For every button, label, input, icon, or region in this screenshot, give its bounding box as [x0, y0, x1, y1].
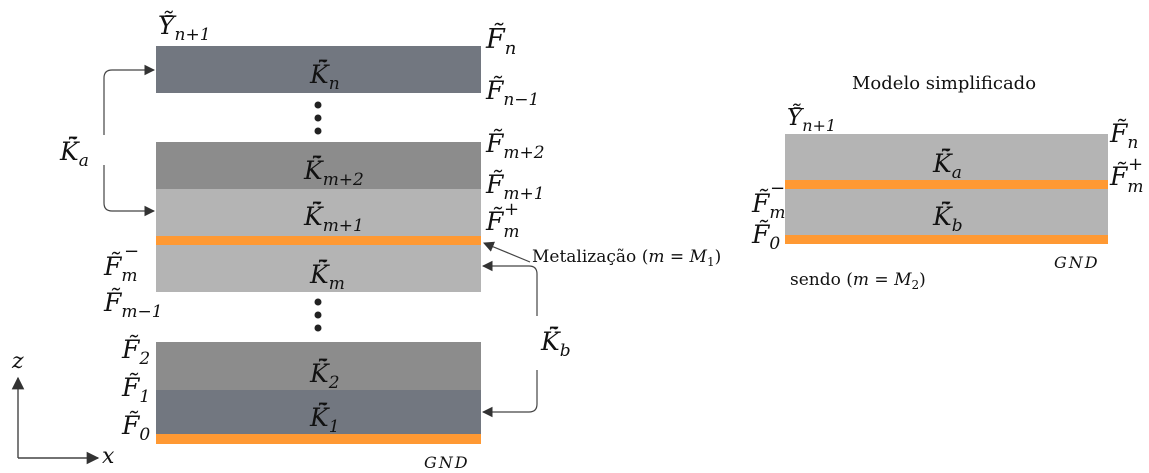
gnd-label-left: GND	[424, 453, 470, 472]
layer-m-plus-2	[156, 142, 481, 189]
layer-b	[785, 189, 1108, 235]
label-k-a: K̃̄a	[59, 137, 89, 171]
label-f-n-minus-1: F̃n−1	[485, 76, 539, 110]
label-f-0: F̃0	[121, 411, 150, 445]
kb-bracket-arrow-bottom	[481, 370, 538, 418]
label-f-m-plus-2: F̃m+2	[485, 129, 545, 163]
gnd-label-right: GND	[1054, 253, 1100, 272]
label-k-1: K̃̄1	[309, 403, 340, 437]
kb-bracket-arrow-top	[481, 260, 538, 316]
x-axis-label: x	[102, 444, 115, 469]
model-label-f-n: F̃n	[1109, 119, 1138, 153]
label-f-2: F̃2	[121, 335, 150, 369]
model-label-k-b: K̃̄b	[932, 202, 963, 236]
label-f-m-minus-1: F̃m−1	[103, 288, 163, 322]
ground-strip	[156, 434, 481, 444]
layer-a	[785, 134, 1108, 180]
metalization-strip	[156, 236, 481, 245]
label-f-1: F̃1	[121, 373, 150, 407]
simplified-stack	[785, 134, 1108, 244]
model-label-f-0: F̃0	[751, 220, 780, 254]
label-k-b: K̃̄b	[540, 327, 571, 361]
model-title: Modelo simplificado	[852, 73, 1036, 94]
model-label-k-a: K̃̄a	[932, 149, 962, 183]
label-k-m-plus-1: K̃̄m+1	[303, 202, 364, 236]
ellipsis-dots-bottom	[314, 298, 322, 332]
layer-n	[156, 46, 481, 93]
label-f-m-plus-1: F̃m+1	[485, 170, 545, 204]
ka-bracket-arrow-bottom	[103, 165, 156, 217]
label-f-n: F̃n	[485, 22, 516, 59]
label-k-2: K̃̄2	[309, 359, 340, 393]
layer-2	[156, 342, 481, 390]
label-f-m-plus: F̃m+	[485, 199, 519, 242]
layer-1	[156, 390, 481, 434]
model-label-f-m-plus: F̃m+	[1109, 154, 1143, 197]
model-label-y-n-plus-1: Ỹ̄n+1	[787, 103, 836, 135]
model-label-f-m-minus: F̃m−	[751, 178, 785, 223]
label-k-m: K̃̄m	[309, 260, 345, 294]
left-stack	[156, 46, 481, 444]
layer-m	[156, 245, 481, 292]
model-note: sendo (m = M2)	[790, 270, 926, 292]
label-k-n: K̃̄n	[309, 60, 340, 94]
metal-label: Metalização (m = M1)	[532, 247, 721, 269]
layer-m-plus-1	[156, 189, 481, 236]
label-k-m-plus-2: K̃̄m+2	[303, 156, 364, 190]
metal-pointer-arrow	[483, 241, 531, 263]
ellipsis-dots-top	[314, 101, 322, 135]
axes: z x	[11, 349, 115, 469]
model-metalization-strip	[785, 180, 1108, 189]
label-y-n-plus-1: Ỹ̄n+1	[158, 11, 211, 45]
label-f-m-minus: F̃m−	[103, 241, 139, 286]
model-ground-strip	[785, 235, 1108, 244]
z-axis-label: z	[11, 349, 24, 374]
ka-bracket-arrow-top	[103, 64, 156, 135]
